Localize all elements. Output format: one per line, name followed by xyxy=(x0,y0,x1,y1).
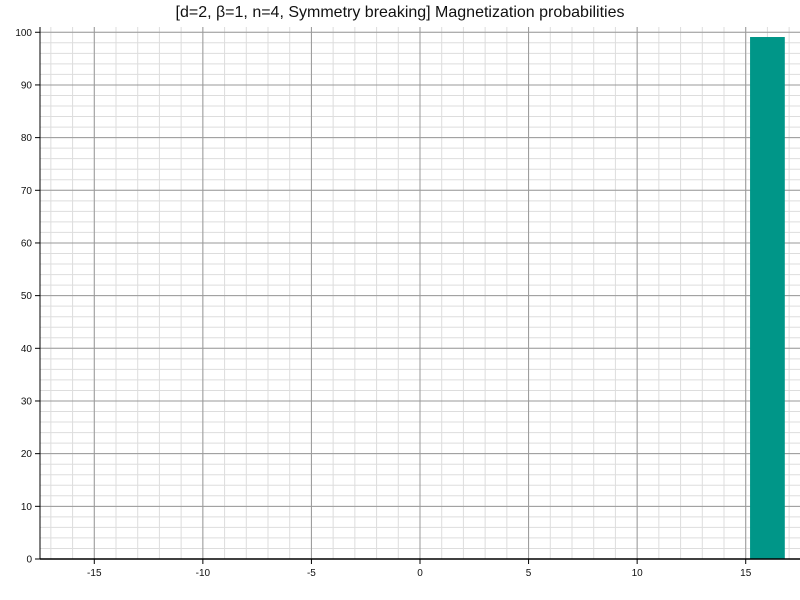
x-tick-label: 5 xyxy=(526,568,532,579)
chart-title: [d=2, β=1, n=4, Symmetry breaking] Magne… xyxy=(175,4,625,21)
x-tick-label: 15 xyxy=(740,568,752,579)
y-tick-label: 20 xyxy=(21,449,33,460)
y-tick-label: 30 xyxy=(21,396,33,407)
y-axis-ticks: 0 10 20 30 40 50 60 70 80 90 100 xyxy=(15,28,40,566)
y-tick-label: 60 xyxy=(21,238,33,249)
y-tick-label: 10 xyxy=(21,502,33,513)
y-tick-label: 40 xyxy=(21,344,33,355)
y-tick-label: 50 xyxy=(21,291,33,302)
x-tick-label: -5 xyxy=(307,568,316,579)
y-tick-label: 90 xyxy=(21,80,33,91)
x-tick-label: -10 xyxy=(196,568,211,579)
major-grid xyxy=(40,27,800,560)
x-tick-label: -15 xyxy=(87,568,102,579)
x-tick-label: 0 xyxy=(417,568,423,579)
bar xyxy=(750,37,785,559)
y-tick-label: 0 xyxy=(26,555,32,566)
y-tick-label: 100 xyxy=(15,28,32,39)
y-tick-label: 80 xyxy=(21,133,33,144)
x-axis-ticks: -15 -10 -5 0 5 10 15 xyxy=(87,559,752,579)
x-tick-label: 10 xyxy=(632,568,644,579)
bars-group xyxy=(750,37,785,559)
y-tick-label: 70 xyxy=(21,186,33,197)
